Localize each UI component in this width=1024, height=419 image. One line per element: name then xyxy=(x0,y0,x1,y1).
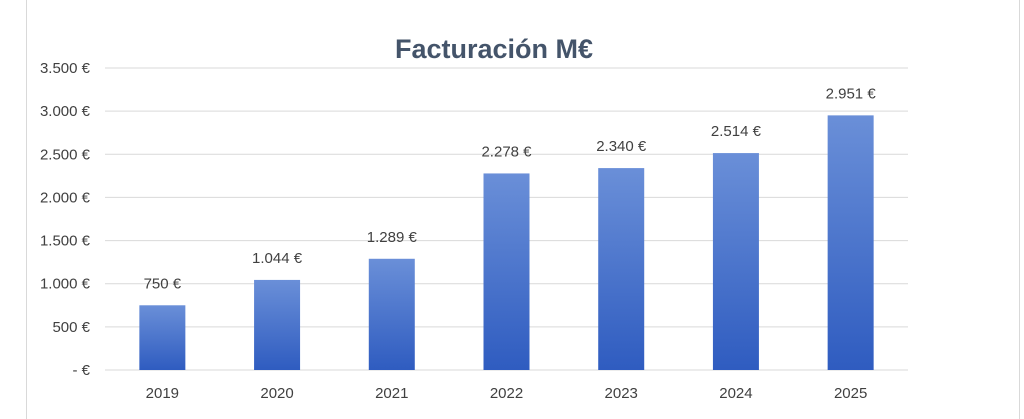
data-labels: 750 € 1.044 € 1.289 € 2.278 € 2.340 € 2.514 €… xyxy=(144,85,877,292)
data-label: 750 € xyxy=(144,275,182,292)
x-tick-label: 2025 xyxy=(834,385,867,402)
y-tick-label: 2.000 € xyxy=(40,189,91,206)
x-tick-label: 2023 xyxy=(605,385,638,402)
data-label: 2.340 € xyxy=(596,138,647,155)
y-tick-label: 1.000 € xyxy=(40,276,91,293)
bar-2025 xyxy=(827,115,874,371)
y-tick-label: 3.500 € xyxy=(40,60,91,77)
y-tick-label: 2.500 € xyxy=(40,146,91,163)
y-tick-label: 3.000 € xyxy=(40,103,91,120)
y-axis-ticks: - € 500 € 1.000 € 1.500 € 2.000 € 2.500 € 3.00… xyxy=(40,60,91,379)
chart-title: Facturación M€ xyxy=(395,34,593,64)
bar-2020 xyxy=(254,279,301,370)
y-tick-label: - € xyxy=(72,362,90,379)
data-label: 2.514 € xyxy=(711,123,762,140)
y-tick-label: 500 € xyxy=(52,319,90,336)
bar-2024 xyxy=(712,153,759,370)
x-tick-label: 2019 xyxy=(146,385,179,402)
data-label: 1.289 € xyxy=(367,229,418,246)
y-tick-label: 1.500 € xyxy=(40,233,91,250)
data-label: 2.951 € xyxy=(826,85,877,102)
bar-2021 xyxy=(368,258,415,370)
data-label: 2.278 € xyxy=(481,143,532,160)
x-tick-label: 2024 xyxy=(719,385,752,402)
bar-2019 xyxy=(139,305,186,370)
x-tick-label: 2022 xyxy=(490,385,523,402)
bar-2022 xyxy=(483,173,530,370)
x-tick-label: 2021 xyxy=(375,385,408,402)
bars xyxy=(139,115,874,371)
data-label: 1.044 € xyxy=(252,250,303,267)
x-axis-ticks: 2019 2020 2021 2022 2023 2024 2025 xyxy=(146,385,868,402)
chart-frame xyxy=(26,0,1020,419)
bar-2023 xyxy=(598,168,645,370)
x-tick-label: 2020 xyxy=(260,385,293,402)
